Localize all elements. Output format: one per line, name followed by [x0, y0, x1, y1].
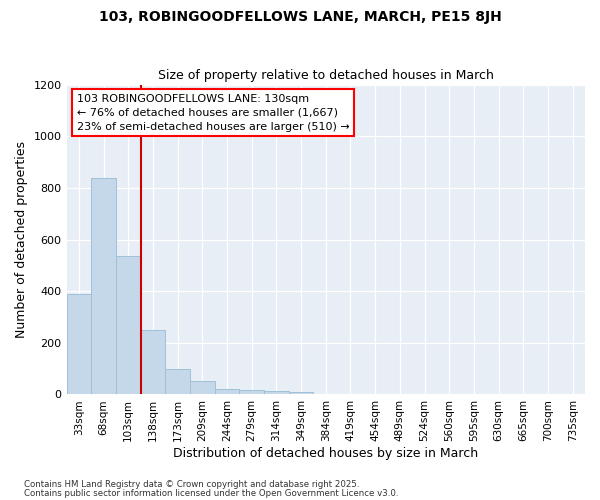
- Bar: [239, 390, 264, 394]
- Title: Size of property relative to detached houses in March: Size of property relative to detached ho…: [158, 69, 494, 82]
- Y-axis label: Number of detached properties: Number of detached properties: [15, 141, 28, 338]
- Text: Contains HM Land Registry data © Crown copyright and database right 2025.: Contains HM Land Registry data © Crown c…: [24, 480, 359, 489]
- Bar: [91, 178, 116, 394]
- Bar: [190, 381, 215, 394]
- X-axis label: Distribution of detached houses by size in March: Distribution of detached houses by size …: [173, 447, 478, 460]
- Bar: [140, 330, 165, 394]
- Bar: [116, 256, 140, 394]
- Text: 103 ROBINGOODFELLOWS LANE: 130sqm
← 76% of detached houses are smaller (1,667)
2: 103 ROBINGOODFELLOWS LANE: 130sqm ← 76% …: [77, 94, 350, 132]
- Text: Contains public sector information licensed under the Open Government Licence v3: Contains public sector information licen…: [24, 489, 398, 498]
- Bar: [215, 389, 239, 394]
- Bar: [165, 368, 190, 394]
- Bar: [289, 392, 313, 394]
- Text: 103, ROBINGOODFELLOWS LANE, MARCH, PE15 8JH: 103, ROBINGOODFELLOWS LANE, MARCH, PE15 …: [98, 10, 502, 24]
- Bar: [264, 392, 289, 394]
- Bar: [67, 294, 91, 394]
